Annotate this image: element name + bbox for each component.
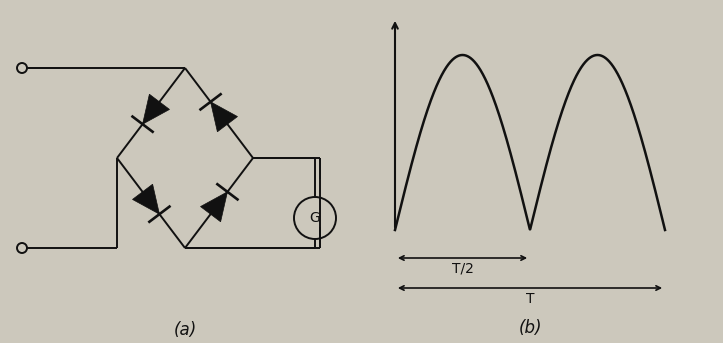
Polygon shape	[200, 192, 228, 222]
Text: (a): (a)	[174, 321, 197, 339]
Polygon shape	[210, 102, 237, 132]
Polygon shape	[142, 94, 169, 124]
Circle shape	[294, 197, 336, 239]
Polygon shape	[132, 184, 160, 214]
Text: (b): (b)	[518, 319, 542, 337]
Text: G: G	[309, 211, 320, 225]
Text: T/2: T/2	[452, 262, 474, 276]
Text: T: T	[526, 292, 534, 306]
